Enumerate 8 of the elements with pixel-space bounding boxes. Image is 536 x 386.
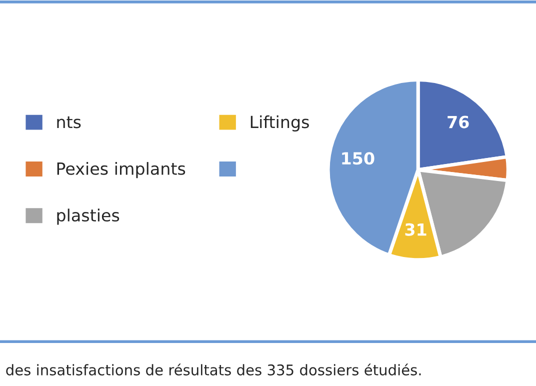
legend-label: nts: [57, 116, 81, 128]
legend-label: plasties: [57, 208, 120, 225]
data-label: 76: [448, 116, 469, 128]
legend-label: Liftings: [250, 115, 309, 132]
text: des insatisfactions de résultats des 335 dossiers étudiés.: [6, 364, 421, 376]
data-label: 31: [405, 223, 426, 236]
data-label: 150: [342, 152, 374, 165]
legend-label: Pexies implants: [57, 162, 186, 178]
